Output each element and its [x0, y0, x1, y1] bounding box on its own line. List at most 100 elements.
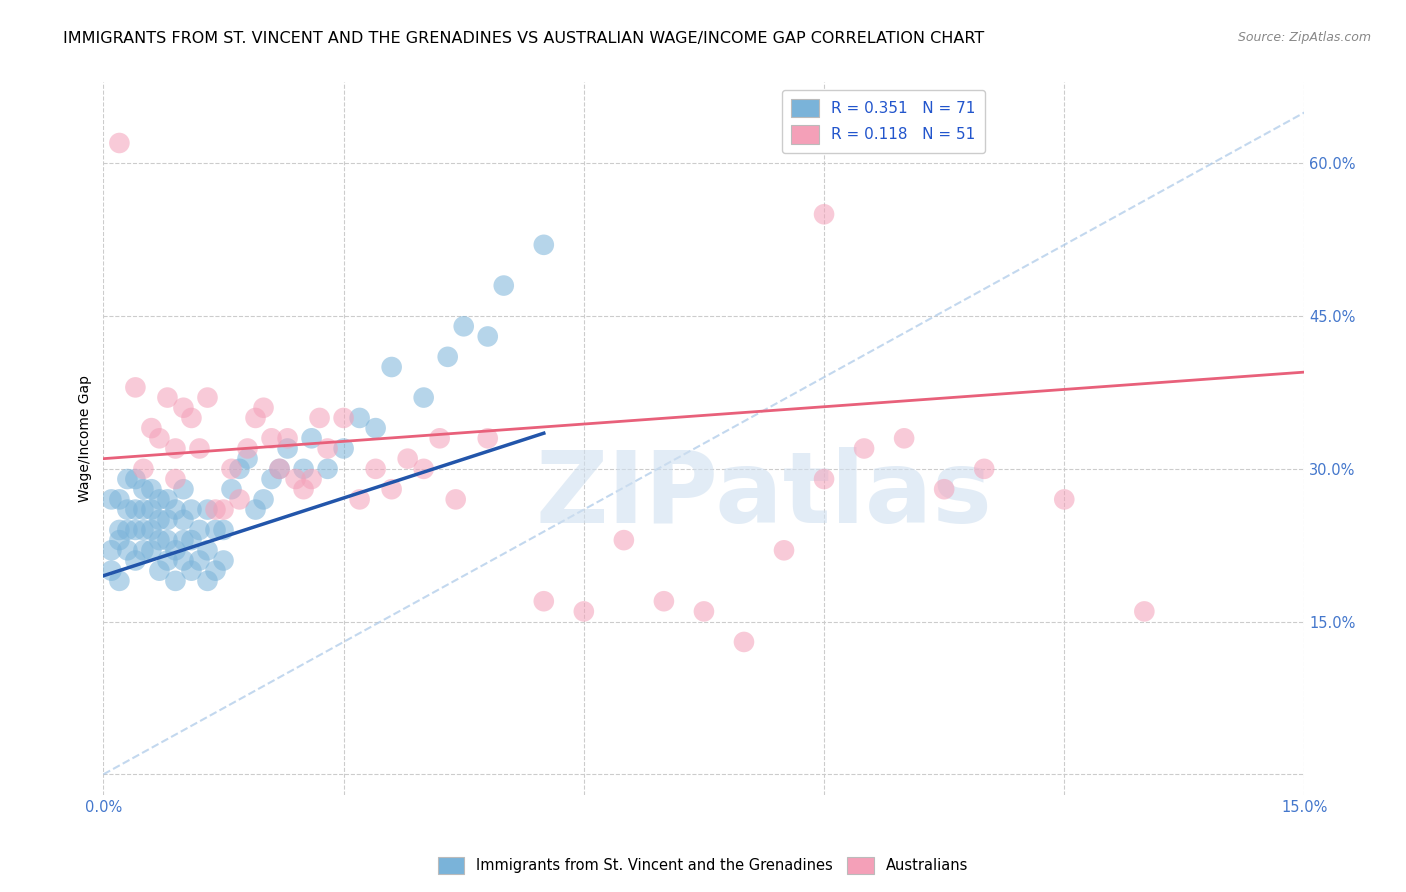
Point — [412, 391, 434, 405]
Point — [108, 523, 131, 537]
Point — [292, 462, 315, 476]
Point — [301, 431, 323, 445]
Point — [252, 492, 274, 507]
Point — [197, 502, 219, 516]
Text: IMMIGRANTS FROM ST. VINCENT AND THE GRENADINES VS AUSTRALIAN WAGE/INCOME GAP COR: IMMIGRANTS FROM ST. VINCENT AND THE GREN… — [63, 31, 984, 46]
Point — [117, 502, 139, 516]
Point — [332, 411, 354, 425]
Point — [316, 442, 339, 456]
Point — [813, 472, 835, 486]
Point — [308, 411, 330, 425]
Point — [204, 502, 226, 516]
Point — [893, 431, 915, 445]
Point — [477, 329, 499, 343]
Point — [156, 513, 179, 527]
Text: Source: ZipAtlas.com: Source: ZipAtlas.com — [1237, 31, 1371, 45]
Point — [396, 451, 419, 466]
Point — [197, 574, 219, 588]
Point — [156, 492, 179, 507]
Point — [228, 462, 250, 476]
Point — [165, 472, 187, 486]
Point — [148, 533, 170, 548]
Point — [172, 553, 194, 567]
Point — [156, 533, 179, 548]
Point — [132, 502, 155, 516]
Point — [1053, 492, 1076, 507]
Point — [236, 442, 259, 456]
Point — [180, 533, 202, 548]
Point — [180, 502, 202, 516]
Point — [148, 492, 170, 507]
Point — [172, 513, 194, 527]
Point — [165, 502, 187, 516]
Point — [364, 462, 387, 476]
Point — [141, 482, 163, 496]
Point — [141, 523, 163, 537]
Point — [117, 543, 139, 558]
Point — [148, 513, 170, 527]
Point — [212, 523, 235, 537]
Point — [108, 574, 131, 588]
Point — [245, 411, 267, 425]
Point — [252, 401, 274, 415]
Point — [364, 421, 387, 435]
Point — [429, 431, 451, 445]
Point — [733, 635, 755, 649]
Point — [124, 502, 146, 516]
Point — [453, 319, 475, 334]
Point — [444, 492, 467, 507]
Point — [221, 462, 243, 476]
Point — [236, 451, 259, 466]
Point — [221, 482, 243, 496]
Point — [572, 604, 595, 618]
Point — [100, 543, 122, 558]
Point — [197, 391, 219, 405]
Point — [156, 391, 179, 405]
Point — [141, 502, 163, 516]
Point — [332, 442, 354, 456]
Point — [148, 564, 170, 578]
Point — [108, 136, 131, 150]
Point — [853, 442, 876, 456]
Point — [124, 523, 146, 537]
Point — [108, 533, 131, 548]
Legend: R = 0.351   N = 71, R = 0.118   N = 51: R = 0.351 N = 71, R = 0.118 N = 51 — [782, 89, 984, 153]
Point — [165, 574, 187, 588]
Point — [132, 462, 155, 476]
Point — [100, 564, 122, 578]
Point — [260, 472, 283, 486]
Point — [124, 553, 146, 567]
Point — [204, 523, 226, 537]
Point — [284, 472, 307, 486]
Y-axis label: Wage/Income Gap: Wage/Income Gap — [79, 375, 93, 502]
Point — [148, 431, 170, 445]
Point — [813, 207, 835, 221]
Point — [934, 482, 956, 496]
Point — [172, 401, 194, 415]
Point — [132, 482, 155, 496]
Point — [188, 553, 211, 567]
Point — [172, 533, 194, 548]
Point — [141, 543, 163, 558]
Point — [117, 523, 139, 537]
Point — [204, 564, 226, 578]
Point — [773, 543, 796, 558]
Point — [132, 543, 155, 558]
Point — [188, 442, 211, 456]
Point — [412, 462, 434, 476]
Point — [228, 492, 250, 507]
Point — [301, 472, 323, 486]
Point — [349, 492, 371, 507]
Point — [180, 564, 202, 578]
Point — [277, 442, 299, 456]
Point — [197, 543, 219, 558]
Text: ZIPatlas: ZIPatlas — [536, 447, 993, 544]
Point — [269, 462, 291, 476]
Point — [381, 359, 404, 374]
Point — [212, 553, 235, 567]
Point — [180, 411, 202, 425]
Point — [117, 472, 139, 486]
Point — [381, 482, 404, 496]
Point — [124, 472, 146, 486]
Point — [132, 523, 155, 537]
